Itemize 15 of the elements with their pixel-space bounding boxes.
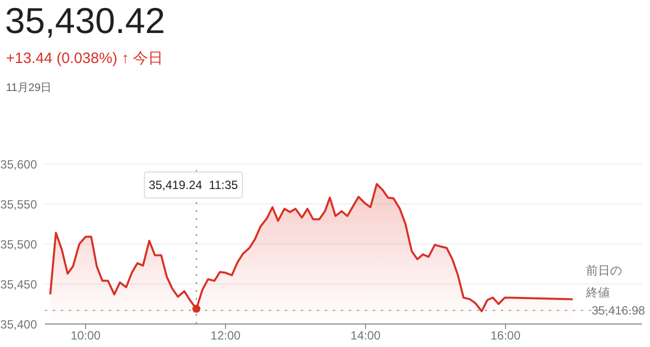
x-tick-label: 12:00: [210, 328, 241, 343]
annotation: 35,419.24 11:35: [148, 178, 238, 192]
y-tick-label: 35,400: [0, 317, 38, 332]
x-tick-label: 10:00: [70, 328, 101, 343]
y-tick-label: 35,500: [0, 237, 38, 252]
y-tick-label: 35,450: [0, 277, 38, 292]
x-tick-label: 16:00: [490, 328, 521, 343]
ref-line-label: 前日の終値: [585, 263, 622, 300]
chart-title: 35,430.42: [5, 0, 166, 42]
y-tick-label: 35,550: [0, 197, 38, 212]
chart-subtitle: +13.44 (0.038%) ↑ 今日: [6, 49, 164, 68]
x-tick-label: 14:00: [350, 328, 381, 343]
text: 11月29日: [6, 81, 52, 95]
annotation: 35,416.98: [592, 303, 646, 318]
y-tick-label: 35,600: [0, 157, 38, 172]
